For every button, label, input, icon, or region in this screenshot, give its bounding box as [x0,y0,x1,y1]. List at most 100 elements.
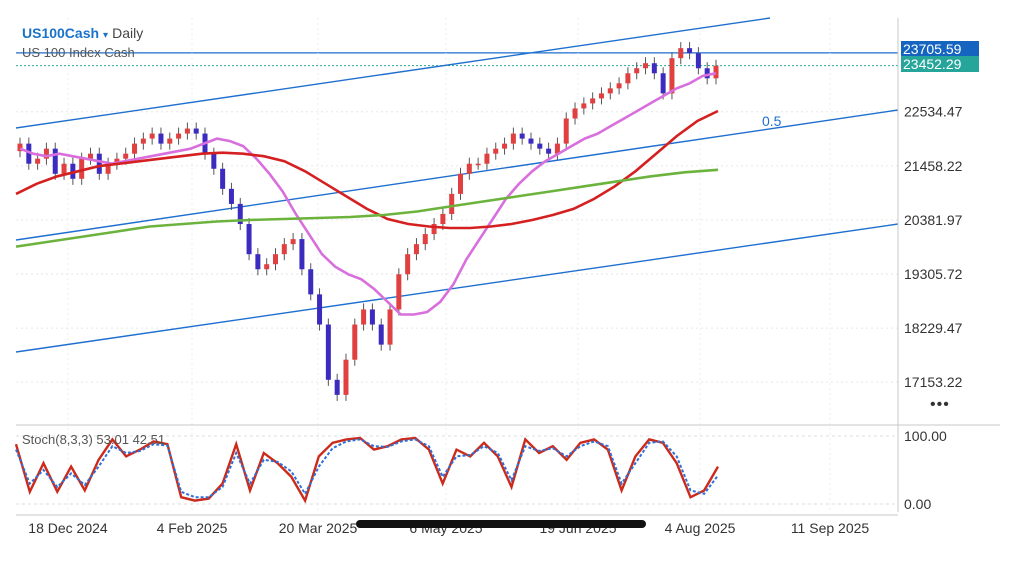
stochastic-label: Stoch(8,3,3) 53.01 42.51 [22,432,166,447]
candle-body [228,188,234,204]
candle-body [246,224,252,255]
candle-body [422,234,428,245]
candle-body [308,269,314,295]
chevron-down-icon: ▾ [103,30,109,41]
stoch-y-tick-label: 100.00 [904,428,947,444]
candle-body [616,83,622,89]
candle-body [87,153,93,159]
candle-body [413,244,419,255]
x-tick-label: 11 Sep 2025 [791,520,870,536]
candle-body [132,143,138,154]
moving-average-slow-line [15,168,719,248]
candle-body [61,163,67,174]
candle-body [634,68,640,74]
candle-body [158,133,164,144]
price-badge-upper: 23705.59 [901,41,979,57]
candle-body [220,168,226,189]
stoch-y-tick-label: 0.00 [904,496,931,512]
candle-body [167,138,173,144]
moving-average-mid-line [15,109,719,230]
candle-body [290,239,296,245]
candle-body [317,294,323,325]
candle-body [299,239,305,270]
candle-body [343,359,349,395]
candle-body [510,133,516,144]
candle-body [581,103,587,109]
candle-body [26,143,32,164]
candle-body [149,133,155,139]
candle-body [598,93,604,99]
x-tick-label: 4 Feb 2025 [157,520,228,536]
y-tick-label: 20381.97 [904,212,963,228]
symbol-selector[interactable]: US100Cash ▾ Daily [22,25,143,41]
scroll-handle[interactable] [356,520,646,528]
candle-body [695,53,701,69]
candle-body [466,163,472,174]
candle-body [678,48,684,59]
candle-body [458,173,464,194]
candle-body [651,63,657,74]
instrument-name: US 100 Index Cash [22,45,135,60]
candle-body [519,133,525,139]
stochastic-d-line [15,438,719,499]
candle-body [35,158,41,164]
axes: 17153.22 18229.47 19305.72 20381.97 21458.22… [16,18,1000,536]
candle-body [660,73,666,94]
candle-body [643,63,649,69]
candle-body [114,158,120,164]
candle-body [184,128,190,134]
candle-body [378,324,384,345]
more-horizontal-icon[interactable]: ••• [930,396,950,413]
y-tick-label: 18229.47 [904,320,963,336]
candle-body [272,254,278,265]
candle-body [687,48,693,54]
x-tick-label: 20 Mar 2025 [279,520,358,536]
candle-body [334,379,340,395]
candle-body [123,153,129,159]
candle-body [52,148,58,174]
candle-body [43,148,49,159]
candle-body [554,143,560,154]
candle-body [237,203,243,225]
candle-body [17,143,23,152]
channel-line [15,223,899,353]
candle-body [546,148,552,154]
symbol-label: US100Cash [22,25,100,41]
candle-body [405,254,411,275]
candle-body [193,128,199,134]
candle-body [704,68,710,79]
candle-body [255,254,261,270]
stochastic-k-line [14,436,720,504]
candle-body [502,143,508,149]
candle-body [449,193,455,214]
candle-body [440,213,446,225]
channel-line [15,109,899,241]
candle-body [607,88,613,94]
price-badge-current: 23452.29 [901,56,979,72]
candles [17,42,719,401]
candle-body [572,108,578,119]
candle-body [352,324,358,360]
candle-body [264,264,270,270]
candle-body [493,148,499,154]
regression-channel: 0.5 [15,17,899,353]
candle-body [96,153,102,174]
timeframe-label: Daily [112,25,144,41]
y-tick-label: 22534.47 [904,104,963,120]
candle-body [625,73,631,84]
stochastic-panel: 100.00 0.00 [14,428,947,512]
candle-body [387,309,393,345]
candle-body [669,58,675,94]
candle-body [475,163,481,166]
candle-body [140,138,146,144]
candle-body [176,133,182,139]
candle-body [369,309,375,325]
candle-body [431,224,437,235]
x-tick-label: 4 Aug 2025 [665,520,736,536]
candle-body [396,274,402,310]
candle-body [325,324,331,380]
candle-body [105,163,111,174]
candle-body [590,98,596,104]
candle-body [211,153,217,169]
